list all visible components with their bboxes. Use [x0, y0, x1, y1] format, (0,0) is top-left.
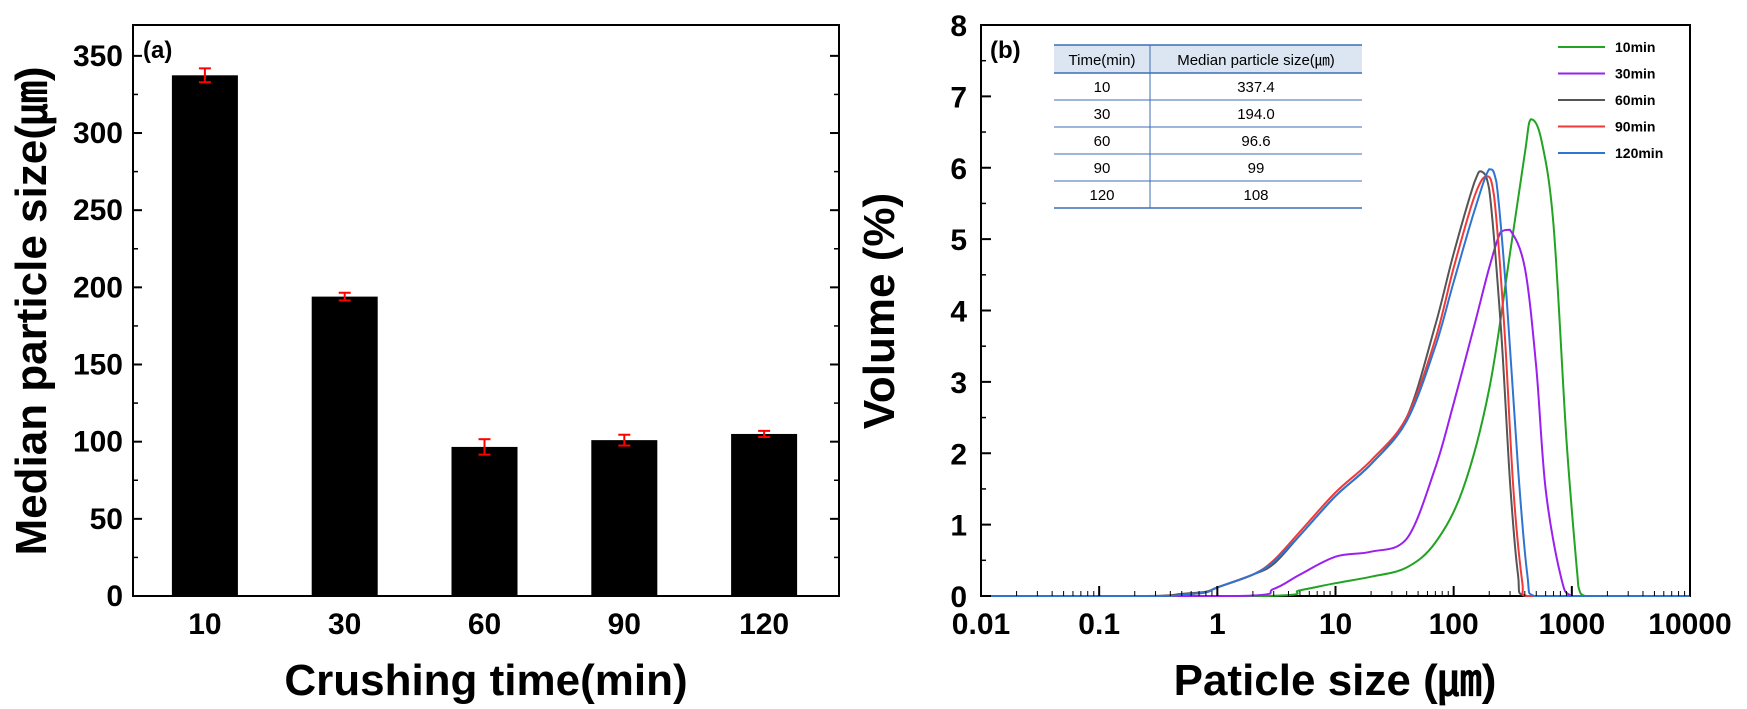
- y-tick-label: 8: [950, 10, 967, 43]
- error-bar-90min: [618, 433, 631, 447]
- inset-table-cell: 194.0: [1237, 106, 1275, 123]
- x-tick-label: 10: [1319, 608, 1352, 641]
- y-tick-label: 7: [950, 81, 967, 114]
- inset-table-header-bg: [1054, 45, 1362, 73]
- series-line-30min: [980, 228, 1690, 598]
- y-tick-label: 300: [73, 117, 123, 150]
- panel-b: 0 1 2 3 4 5 6 7 8 0.01 0.1 1 10 100 1000 10000 (b) Pat…: [855, 10, 1732, 706]
- y-tick-label: 150: [73, 349, 123, 382]
- inset-table-header-size: Median particle size(㎛): [1177, 52, 1335, 69]
- panel-a-x-axis-title: Crushing time(min): [284, 656, 687, 705]
- y-tick-label: 0: [950, 581, 967, 614]
- y-tick-label: 2: [950, 438, 967, 471]
- inset-table-cell: 108: [1243, 187, 1268, 204]
- x-tick-label: 0.01: [952, 608, 1010, 641]
- bar-90min: [591, 440, 658, 596]
- x-tick-label: 0.1: [1078, 608, 1120, 641]
- x-tick-label: 1: [1209, 608, 1226, 641]
- legend-entry-60min: 60min: [1558, 92, 1655, 108]
- panel-a: 0 50 100 150 200 250 300 350 10 30 60 90 120 (a) Cr…: [7, 24, 840, 705]
- y-tick-label: 3: [950, 367, 967, 400]
- x-tick-label: 100: [1429, 608, 1479, 641]
- inset-table-cell: 30: [1094, 106, 1111, 123]
- legend-label: 10min: [1615, 39, 1655, 55]
- series-line-90min: [980, 175, 1690, 598]
- inset-table-cell: 10: [1094, 79, 1111, 96]
- inset-table-cell: 120: [1089, 187, 1114, 204]
- legend-entry-120min: 120min: [1558, 145, 1663, 161]
- y-tick-label: 350: [73, 40, 123, 73]
- panel-b-frame: [980, 24, 1691, 597]
- x-tick-label: 10000: [1648, 608, 1731, 641]
- inset-table-header-time: Time(min): [1069, 52, 1136, 69]
- legend-label: 90min: [1615, 119, 1655, 135]
- error-bar-30min: [338, 291, 351, 302]
- inset-table-cell: 96.6: [1241, 133, 1270, 150]
- series-line-120min: [980, 168, 1690, 598]
- legend-label: 30min: [1615, 66, 1655, 82]
- legend-entry-90min: 90min: [1558, 119, 1655, 135]
- error-bar-60min: [478, 438, 491, 456]
- x-tick-label: 120: [739, 608, 789, 641]
- inset-table-cell: 99: [1248, 160, 1265, 177]
- legend: 10min 30min 60min 90min 120min: [1558, 39, 1663, 161]
- legend-label: 60min: [1615, 92, 1655, 108]
- y-tick-label: 5: [950, 224, 967, 257]
- y-tick-label: 250: [73, 194, 123, 227]
- x-tick-label: 90: [608, 608, 641, 641]
- inset-table-cell: 90: [1094, 160, 1111, 177]
- bar-60min: [451, 446, 518, 596]
- bar-30min: [311, 296, 378, 596]
- panel-b-label: (b): [990, 37, 1021, 64]
- y-tick-label: 200: [73, 271, 123, 304]
- y-tick-label: 0: [106, 580, 123, 613]
- bar-10min: [171, 75, 238, 596]
- legend-label: 120min: [1615, 145, 1663, 161]
- panel-b-y-axis-title: Volume (%): [855, 193, 904, 429]
- bar-120min: [731, 433, 798, 596]
- inset-table-cell: 337.4: [1237, 79, 1275, 96]
- series-line-10min: [980, 118, 1690, 598]
- panel-a-y-axis-title: Median particle size(㎛): [7, 66, 57, 555]
- x-tick-label: 1000: [1538, 608, 1605, 641]
- legend-entry-10min: 10min: [1558, 39, 1655, 55]
- series-line-60min: [980, 170, 1690, 598]
- panel-b-x-axis-title: Paticle size (㎛): [1174, 656, 1497, 706]
- y-tick-label: 100: [73, 426, 123, 459]
- inset-table: Time(min) Median particle size(㎛) 10 337…: [1054, 44, 1362, 209]
- x-tick-label: 10: [188, 608, 221, 641]
- x-tick-label: 30: [328, 608, 361, 641]
- inset-table-cell: 60: [1094, 133, 1111, 150]
- y-tick-label: 50: [90, 503, 123, 536]
- error-bar-10min: [198, 67, 211, 84]
- x-tick-label: 60: [468, 608, 501, 641]
- y-tick-label: 6: [950, 153, 967, 186]
- panel-a-label: (a): [143, 37, 172, 64]
- error-bar-120min: [758, 429, 771, 439]
- legend-entry-30min: 30min: [1558, 66, 1655, 82]
- y-tick-label: 1: [950, 510, 967, 543]
- y-tick-label: 4: [950, 296, 967, 329]
